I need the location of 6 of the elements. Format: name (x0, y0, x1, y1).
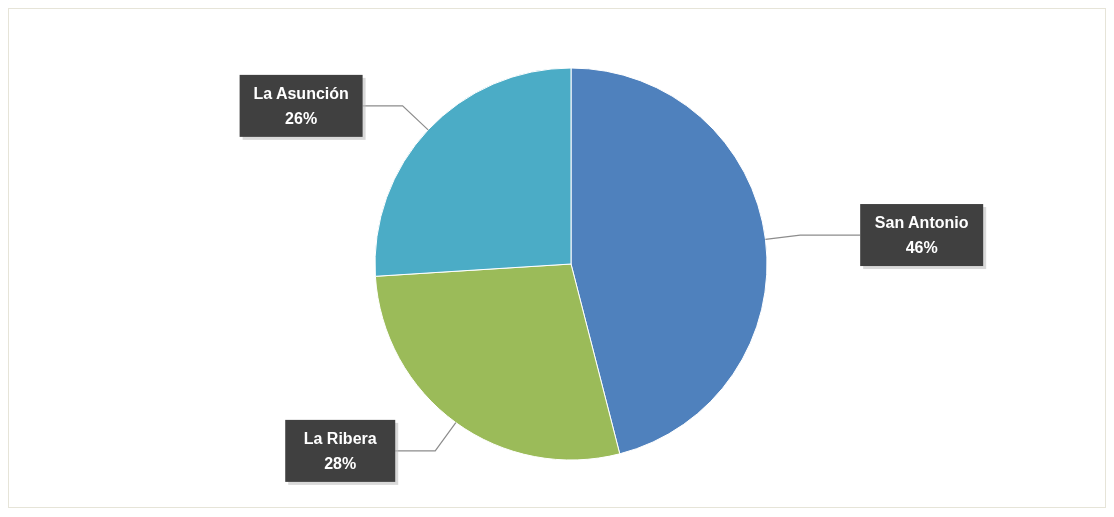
slice-label: La Ribera (303, 429, 377, 447)
slice-label: La Asunción (253, 84, 349, 102)
data-label: 28% (324, 454, 357, 472)
data-label: 26% (285, 109, 318, 127)
slice-label: San Antonio (874, 214, 969, 232)
data-label: 46% (905, 239, 938, 257)
